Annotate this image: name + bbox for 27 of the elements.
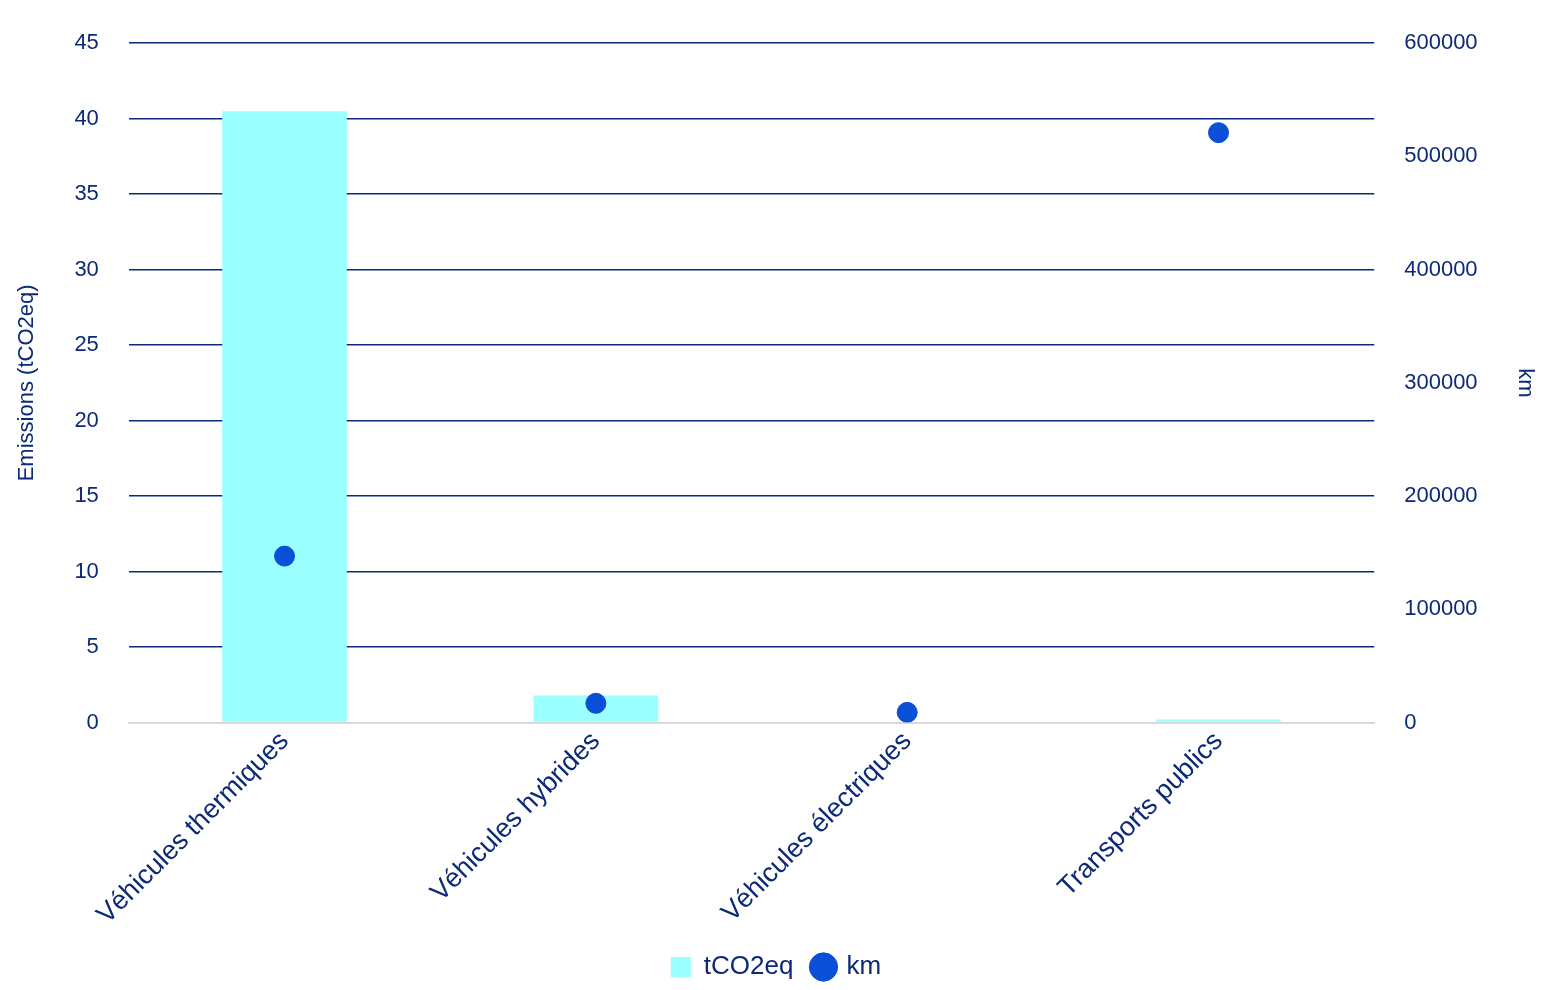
legend-label: tCO2eq <box>703 950 794 981</box>
y-tick-label: 0 <box>86 708 99 734</box>
y-tick-label: 15 <box>74 482 99 508</box>
y2-tick-label: 0 <box>1404 708 1417 734</box>
y2-tick-label: 100000 <box>1404 595 1478 621</box>
y-tick-label: 30 <box>74 255 99 281</box>
bar <box>222 111 347 722</box>
point <box>896 701 918 723</box>
y-tick-label: 35 <box>74 180 99 206</box>
y-tick-label: 45 <box>74 29 99 55</box>
y-tick-label: 10 <box>74 557 99 583</box>
y-tick-label: 25 <box>74 331 99 357</box>
legend-label: km <box>846 950 882 981</box>
y-tick-label: 20 <box>74 406 99 432</box>
y2-tick-label: 500000 <box>1404 142 1478 168</box>
point <box>274 545 296 567</box>
y-tick-label: 40 <box>74 104 99 130</box>
y-axis-title: Emissions (tCO2eq) <box>13 284 39 482</box>
point <box>1208 122 1230 144</box>
bar <box>533 695 659 722</box>
y2-tick-label: 600000 <box>1404 29 1478 55</box>
y-tick-label: 5 <box>86 633 99 659</box>
y2-tick-label: 400000 <box>1404 255 1478 281</box>
y2-tick-label: 300000 <box>1404 368 1478 394</box>
point <box>585 692 607 714</box>
y2-axis-title: km <box>1513 368 1539 398</box>
y2-tick-label: 200000 <box>1404 482 1478 508</box>
